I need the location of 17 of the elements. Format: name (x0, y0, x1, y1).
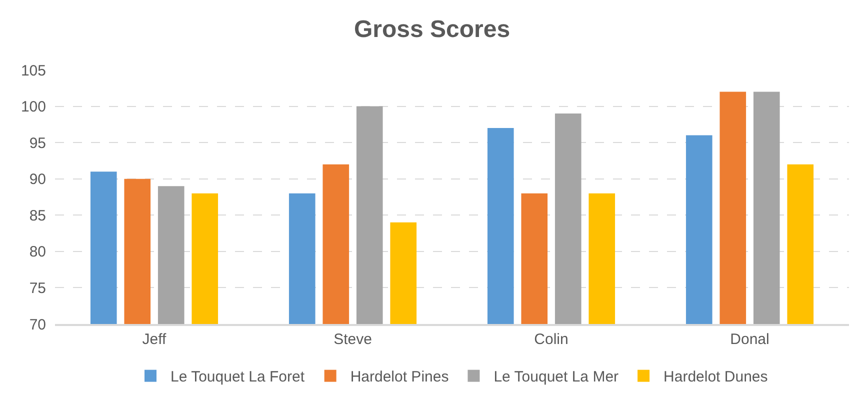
y-tick-label: 100 (20, 98, 46, 116)
legend-label: Le Touquet La Mer (494, 368, 619, 386)
y-tick-label: 75 (29, 280, 46, 297)
x-tick-label: Colin (534, 330, 568, 348)
y-tick-label: 95 (29, 134, 46, 152)
y-tick-label: 85 (29, 207, 46, 224)
legend-label: Hardelot Pines (350, 368, 449, 386)
x-tick-label: Jeff (142, 330, 168, 348)
chart-title: Gross Scores (354, 16, 510, 43)
x-tick-label: Donal (730, 330, 770, 348)
y-tick-label: 80 (29, 244, 46, 261)
y-tick-label: 90 (29, 171, 46, 188)
x-tick-label: Steve (334, 330, 372, 348)
y-tick-label: 105 (20, 62, 46, 80)
legend-label: Le Touquet La Foret (170, 368, 306, 386)
legend-label: Hardelot Dunes (664, 368, 768, 386)
y-tick-label: 70 (29, 316, 46, 334)
